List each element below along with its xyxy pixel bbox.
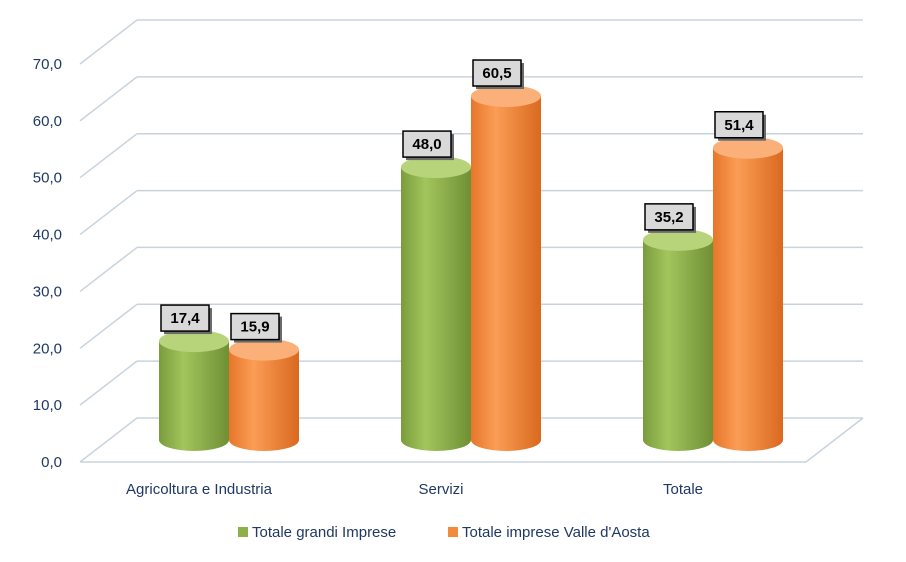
x-axis: Agricoltura e Industria Servizi Totale (126, 481, 703, 498)
legend-item: Totale grandi Imprese (238, 524, 396, 541)
bars (159, 85, 783, 452)
bar (159, 330, 229, 451)
data-label-box (230, 312, 280, 341)
bar-top (643, 228, 713, 251)
data-label: 51,4 (714, 111, 766, 141)
legend-label: Totale grandi Imprese (252, 524, 396, 541)
bar-body (471, 96, 541, 451)
data-label-text: 48,0 (412, 136, 441, 153)
gridline-diagonal (79, 19, 138, 65)
y-tick-label: 30,0 (33, 283, 62, 300)
data-label-text: 15,9 (240, 319, 269, 336)
bar (713, 136, 783, 452)
bar-body (401, 167, 471, 452)
gridline-diagonal (79, 76, 138, 122)
bar-body (229, 349, 299, 451)
gridline-diagonal (79, 303, 138, 349)
y-tick-label: 50,0 (33, 170, 62, 187)
bar-top (229, 338, 299, 361)
bar (643, 228, 713, 451)
y-tick-label: 0,0 (41, 454, 62, 471)
data-label-box (402, 130, 452, 158)
legend-swatch (448, 527, 458, 537)
data-label-text: 35,2 (654, 209, 683, 226)
data-label-box (472, 59, 522, 87)
bar-body (643, 239, 713, 451)
gridline-diagonal (79, 360, 138, 406)
data-labels: 17,4 15,9 48,0 60,5 35,2 51,4 (160, 59, 766, 343)
bar (401, 156, 471, 452)
data-label-box (160, 304, 210, 332)
data-label-text: 51,4 (724, 117, 754, 134)
y-tick-label: 60,0 (33, 113, 62, 130)
legend: Totale grandi Imprese Totale imprese Vall… (238, 524, 650, 541)
gridline-diagonal (79, 189, 138, 236)
data-label-text: 17,4 (170, 310, 200, 327)
x-tick-label: Agricoltura e Industria (126, 481, 273, 498)
floor-edge (805, 417, 864, 463)
legend-label: Totale imprese Valle d'Aosta (462, 524, 650, 541)
y-tick-label: 20,0 (33, 340, 62, 357)
data-label: 48,0 (402, 130, 454, 161)
bar-top (401, 156, 471, 179)
bar-body (159, 341, 229, 451)
bar-top (159, 330, 229, 353)
y-axis: 0,0 10,0 20,0 30,0 40,0 50,0 60,0 70,0 (33, 56, 62, 471)
bar-top (713, 136, 783, 159)
bar-body (713, 147, 783, 452)
y-tick-label: 40,0 (33, 227, 62, 244)
bar (471, 85, 541, 451)
data-label: 60,5 (472, 59, 524, 90)
bar (229, 338, 299, 451)
legend-swatch (238, 527, 248, 537)
legend-item: Totale imprese Valle d'Aosta (448, 524, 650, 541)
gridline-diagonal (79, 246, 138, 293)
bar-top (471, 85, 541, 108)
data-label: 15,9 (230, 312, 282, 343)
x-tick-label: Servizi (418, 481, 463, 498)
gridline-diagonal (79, 417, 138, 463)
x-tick-label: Totale (663, 481, 703, 498)
gridline-diagonal (79, 133, 138, 179)
data-label-text: 60,5 (482, 65, 511, 82)
data-label: 35,2 (644, 203, 696, 233)
data-label-box (644, 203, 694, 231)
data-label-box (714, 111, 764, 139)
data-label: 17,4 (160, 304, 212, 335)
y-tick-label: 10,0 (33, 397, 62, 414)
y-tick-label: 70,0 (33, 56, 62, 73)
